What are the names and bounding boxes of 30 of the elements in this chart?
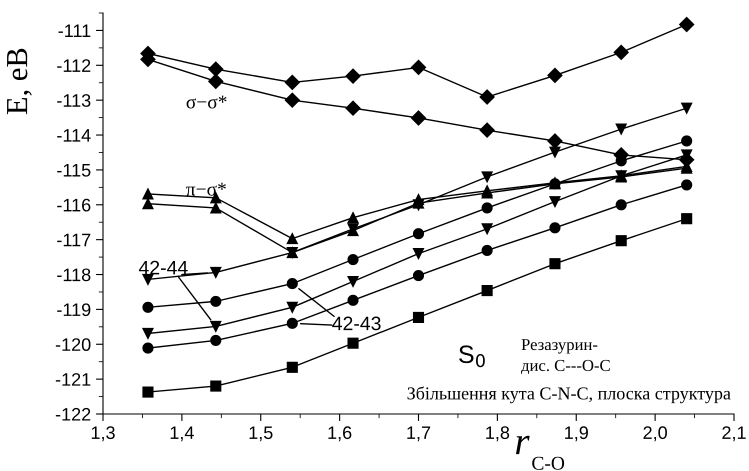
y-tick-label: -121 bbox=[56, 373, 90, 386]
annotation: S$_{0}$ bbox=[459, 345, 485, 368]
x-tick-label: 1,9 bbox=[565, 426, 588, 442]
y-tick-label: -119 bbox=[57, 303, 90, 316]
y-tick-label: -115 bbox=[57, 164, 90, 177]
y-tick-label: -113 bbox=[57, 94, 90, 107]
annotation: Резазурин- дис. C---O-C bbox=[521, 339, 610, 374]
annotation: σ−σ* bbox=[186, 96, 227, 109]
annotation: π−σ* bbox=[186, 182, 226, 196]
annotation: Збільшення кута C-N-C, плоска структура bbox=[408, 386, 731, 404]
y-tick-label: -116 bbox=[57, 198, 90, 212]
y-tick-label: -111 bbox=[58, 24, 90, 37]
x-tick-label: 1,8 bbox=[486, 426, 510, 442]
x-axis-title: rC-O bbox=[516, 436, 564, 470]
x-tick-label: 1,4 bbox=[170, 426, 194, 442]
x-tick-label: 2,0 bbox=[643, 426, 667, 442]
x-tick-label: 1,6 bbox=[328, 426, 352, 442]
y-tick-label: -112 bbox=[57, 59, 90, 72]
y-tick-label: -122 bbox=[56, 408, 90, 421]
x-tick-label: 1,3 bbox=[92, 426, 115, 442]
y-tick-label: -117 bbox=[57, 234, 90, 246]
y-tick-label: -118 bbox=[57, 268, 90, 282]
x-tick-label: 1,7 bbox=[407, 426, 430, 442]
y-axis-title: E, eB bbox=[7, 48, 32, 114]
y-tick-label: -120 bbox=[56, 338, 90, 351]
annotation: 42-43 bbox=[332, 316, 381, 330]
y-tick-label: -114 bbox=[57, 129, 91, 142]
x-tick-label: 1,5 bbox=[250, 426, 273, 442]
x-tick-label: 2,1 bbox=[722, 426, 746, 442]
annotation: 42-44 bbox=[138, 260, 188, 274]
